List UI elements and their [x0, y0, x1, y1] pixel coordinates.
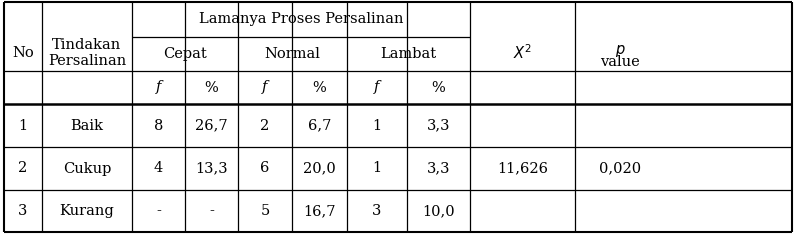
Text: $X^2$: $X^2$ [513, 44, 532, 62]
Text: 10,0: 10,0 [422, 204, 455, 218]
Text: 0,020: 0,020 [599, 161, 641, 175]
Text: f: f [263, 80, 267, 95]
Text: 5: 5 [260, 204, 270, 218]
Text: $p$: $p$ [615, 43, 626, 59]
Text: 2: 2 [260, 118, 270, 132]
Text: f: f [156, 80, 161, 95]
Text: -: - [209, 204, 214, 218]
Text: 3,3: 3,3 [427, 161, 451, 176]
Text: 2: 2 [18, 161, 28, 176]
Text: Tindakan
Persalinan: Tindakan Persalinan [48, 38, 126, 68]
Text: Kurang: Kurang [60, 204, 115, 218]
Text: 1: 1 [18, 118, 28, 132]
Text: 4: 4 [154, 161, 163, 176]
Text: Baik: Baik [71, 118, 103, 132]
Text: 16,7: 16,7 [303, 204, 336, 218]
Text: Normal: Normal [264, 47, 321, 61]
Text: %: % [313, 80, 326, 95]
Text: -: - [156, 204, 161, 218]
Text: 6,7: 6,7 [308, 118, 331, 132]
Text: 13,3: 13,3 [195, 161, 228, 176]
Text: 3: 3 [373, 204, 382, 218]
Text: No: No [12, 46, 34, 60]
Text: Lamanya Proses Persalinan: Lamanya Proses Persalinan [199, 12, 404, 26]
Text: 26,7: 26,7 [195, 118, 228, 132]
Text: 8: 8 [154, 118, 163, 132]
Text: 3,3: 3,3 [427, 118, 451, 132]
Text: 6: 6 [260, 161, 270, 176]
Text: Cepat: Cepat [163, 47, 207, 61]
Text: f: f [374, 80, 380, 95]
Text: Cukup: Cukup [63, 161, 111, 176]
Text: 1: 1 [373, 118, 381, 132]
Text: 3: 3 [18, 204, 28, 218]
Text: 20,0: 20,0 [303, 161, 336, 176]
Text: 11,626: 11,626 [497, 161, 548, 175]
Text: 1: 1 [373, 161, 381, 176]
Text: %: % [205, 80, 218, 95]
Text: %: % [431, 80, 446, 95]
Text: Lambat: Lambat [380, 47, 436, 61]
Text: value: value [600, 55, 640, 69]
